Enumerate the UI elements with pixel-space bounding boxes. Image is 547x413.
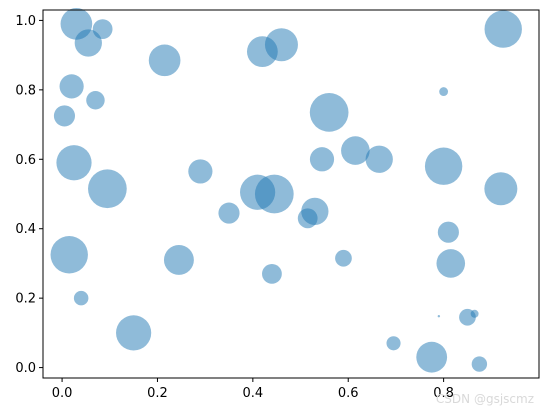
data-point: [297, 208, 318, 229]
data-point: [86, 91, 105, 110]
data-point: [309, 93, 349, 132]
data-point: [163, 244, 194, 275]
data-point: [386, 336, 401, 351]
data-point: [56, 145, 92, 181]
data-point: [365, 145, 393, 173]
data-point: [254, 174, 294, 214]
y-tick-label: 1.0: [15, 14, 36, 29]
data-point: [74, 29, 102, 57]
x-tick-label: 0.6: [338, 386, 359, 401]
data-point: [437, 315, 441, 318]
data-point: [436, 249, 466, 278]
data-point: [484, 10, 522, 48]
points-layer: [50, 8, 522, 373]
data-point: [73, 290, 89, 306]
watermark: CSDN @gsjscmz: [436, 392, 534, 406]
y-tick-label: 0.2: [15, 292, 36, 307]
data-point: [437, 221, 459, 243]
x-tick-label: 0.8: [433, 386, 454, 401]
data-point: [470, 309, 479, 318]
data-point: [218, 202, 240, 224]
data-point: [264, 28, 298, 62]
x-tick-label: 0.2: [147, 386, 168, 401]
data-point: [309, 147, 335, 172]
data-point: [59, 74, 84, 99]
y-tick-label: 0.8: [15, 83, 36, 98]
data-point: [92, 19, 113, 39]
data-point: [53, 105, 76, 127]
data-point: [439, 87, 449, 96]
data-point: [335, 249, 352, 267]
data-point: [341, 136, 370, 165]
x-tick-label: 0.4: [243, 386, 264, 401]
data-point: [148, 44, 181, 77]
data-point: [88, 169, 127, 209]
data-point: [416, 341, 448, 373]
data-point: [116, 315, 152, 351]
y-axis-ticks: 0.0 0.2 0.4 0.6 0.8 1.0: [15, 14, 43, 376]
data-point: [188, 159, 213, 184]
x-tick-label: 0.0: [52, 386, 73, 401]
y-tick-label: 0.6: [15, 153, 36, 168]
data-point: [484, 172, 518, 206]
y-tick-label: 0.0: [15, 361, 36, 376]
x-axis-ticks: 0.0 0.2 0.4 0.6 0.8: [52, 378, 454, 401]
data-point: [50, 236, 88, 274]
axes-frame: [42, 9, 540, 379]
data-point: [471, 356, 488, 372]
y-tick-label: 0.4: [15, 222, 36, 237]
data-point: [424, 147, 463, 185]
data-point: [262, 263, 282, 284]
